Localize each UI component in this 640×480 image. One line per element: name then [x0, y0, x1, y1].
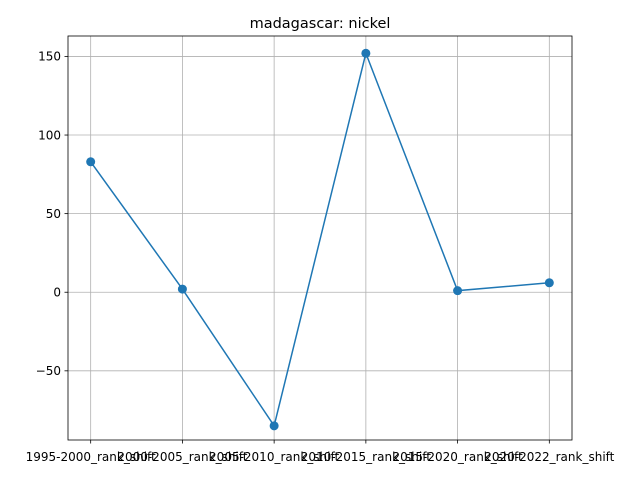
x-tick-label: 2010-2015_rank_shift: [301, 450, 431, 464]
series-line: [90, 50, 550, 428]
x-tick-label: 1995-2000_rank_shift: [26, 450, 156, 464]
y-gridlines: [68, 56, 572, 372]
data-point: [361, 48, 371, 58]
data-series: [86, 48, 554, 431]
plot-frame: [67, 35, 573, 441]
y-tick-label: 150: [38, 50, 61, 64]
y-axis: −50 0 50 100 150: [36, 50, 68, 378]
x-tick-label: 2015-2020_rank_shift: [393, 450, 523, 464]
data-point: [453, 286, 463, 296]
x-tick-label: 2005-2010_rank_shift: [209, 450, 339, 464]
y-tick-label: 100: [38, 128, 61, 142]
y-tick-label: 50: [46, 207, 61, 221]
x-tick-label: 2020-2022_rank_shift: [484, 450, 614, 464]
y-tick-label: −50: [36, 364, 61, 378]
data-point: [86, 157, 96, 167]
data-point: [177, 284, 187, 294]
data-point: [544, 278, 554, 288]
chart-title: madagascar: nickel: [250, 16, 391, 32]
data-point: [269, 421, 279, 431]
y-tick-label: 0: [53, 286, 61, 300]
x-tick-label: 2000-2005_rank_shift: [117, 450, 247, 464]
x-axis: 1995-2000_rank_shift2000-2005_rank_shift…: [26, 440, 615, 464]
x-gridlines: [90, 36, 550, 440]
